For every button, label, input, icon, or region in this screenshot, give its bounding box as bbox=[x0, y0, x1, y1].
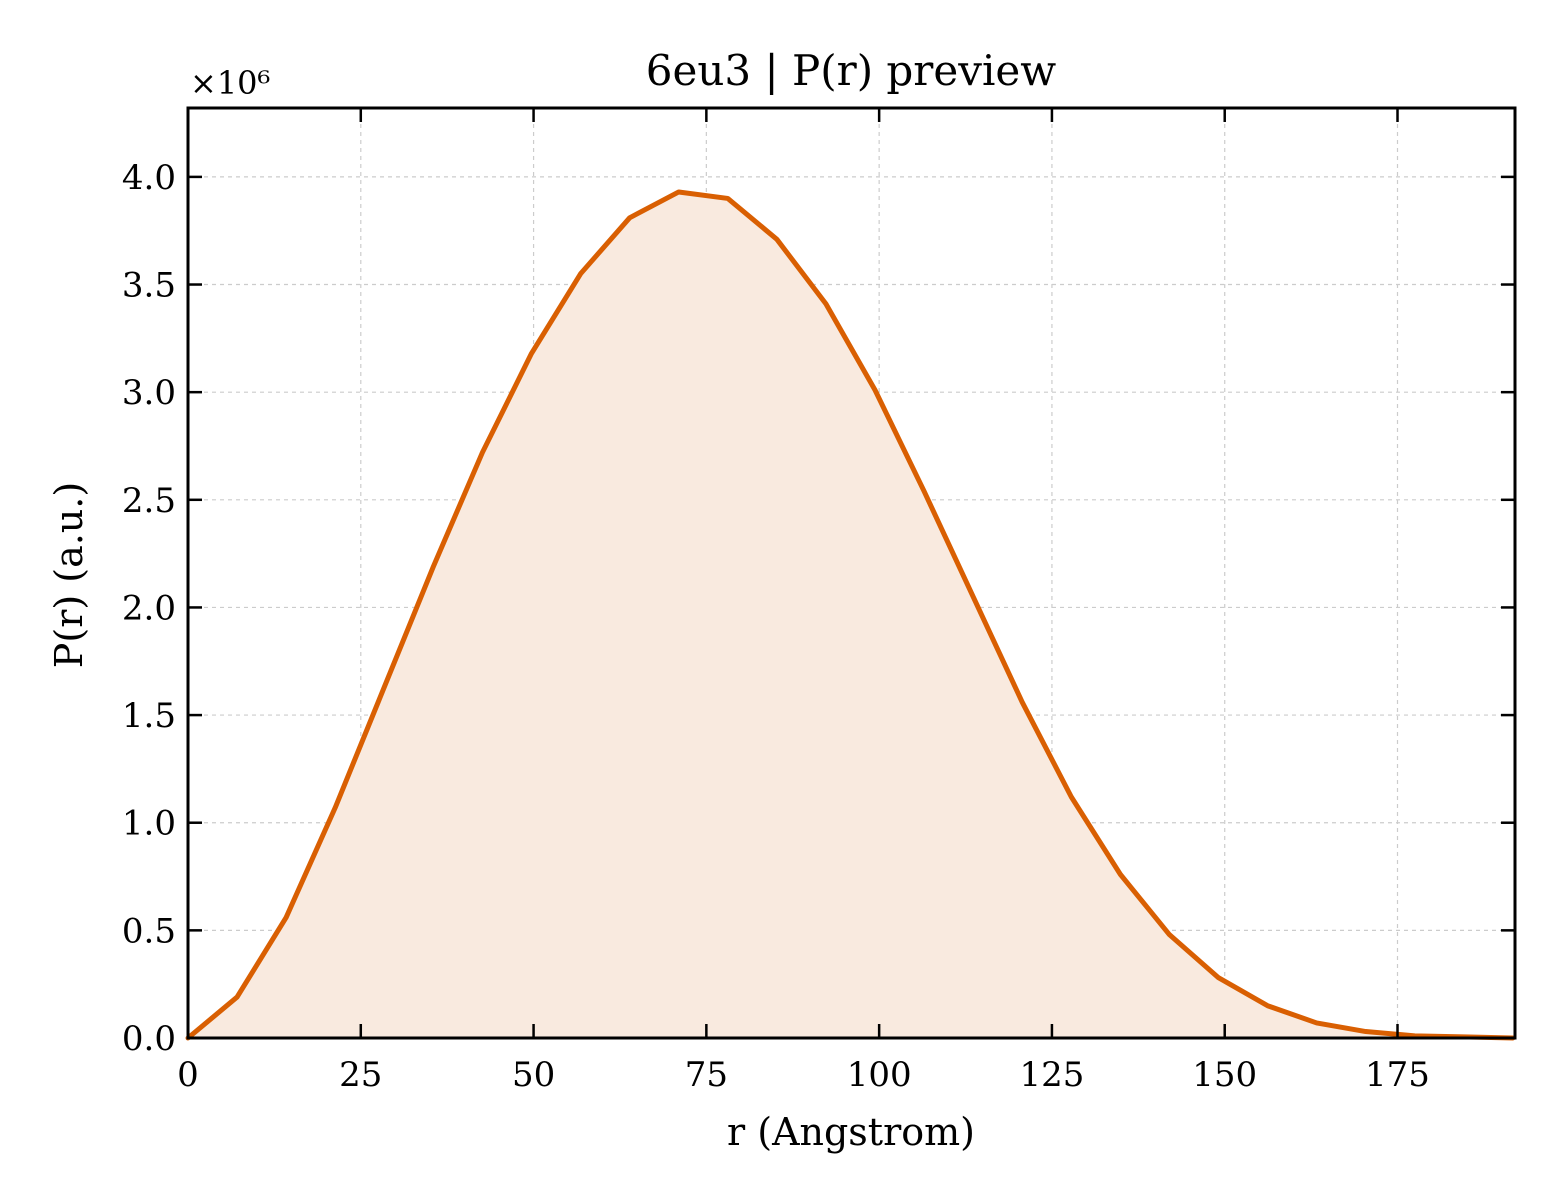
x-tick-label-1: 25 bbox=[339, 1055, 382, 1095]
x-tick-label-5: 125 bbox=[1019, 1055, 1084, 1095]
x-tick-label-3: 75 bbox=[685, 1055, 728, 1095]
x-axis-label: r (Angstrom) bbox=[727, 1110, 975, 1154]
x-tick-label-4: 100 bbox=[847, 1055, 912, 1095]
x-tick-label-0: 0 bbox=[177, 1055, 199, 1095]
y-tick-label-2: 1.0 bbox=[122, 804, 176, 844]
x-tick-label-6: 150 bbox=[1192, 1055, 1257, 1095]
y-tick-label-6: 3.0 bbox=[122, 373, 176, 413]
x-tick-label-2: 50 bbox=[512, 1055, 555, 1095]
y-tick-label-3: 1.5 bbox=[122, 696, 176, 736]
y-axis-multiplier: ×10⁶ bbox=[190, 64, 270, 102]
y-tick-label-8: 4.0 bbox=[122, 158, 176, 198]
y-tick-label-1: 0.5 bbox=[122, 911, 176, 951]
y-tick-label-7: 3.5 bbox=[122, 266, 176, 306]
y-tick-label-5: 2.5 bbox=[122, 481, 176, 521]
y-tick-label-4: 2.0 bbox=[122, 588, 176, 628]
y-axis-label: P(r) (a.u.) bbox=[47, 482, 91, 668]
x-tick-label-7: 175 bbox=[1365, 1055, 1430, 1095]
y-tick-label-0: 0.0 bbox=[122, 1019, 176, 1059]
chart-title: 6eu3 | P(r) preview bbox=[646, 46, 1056, 95]
